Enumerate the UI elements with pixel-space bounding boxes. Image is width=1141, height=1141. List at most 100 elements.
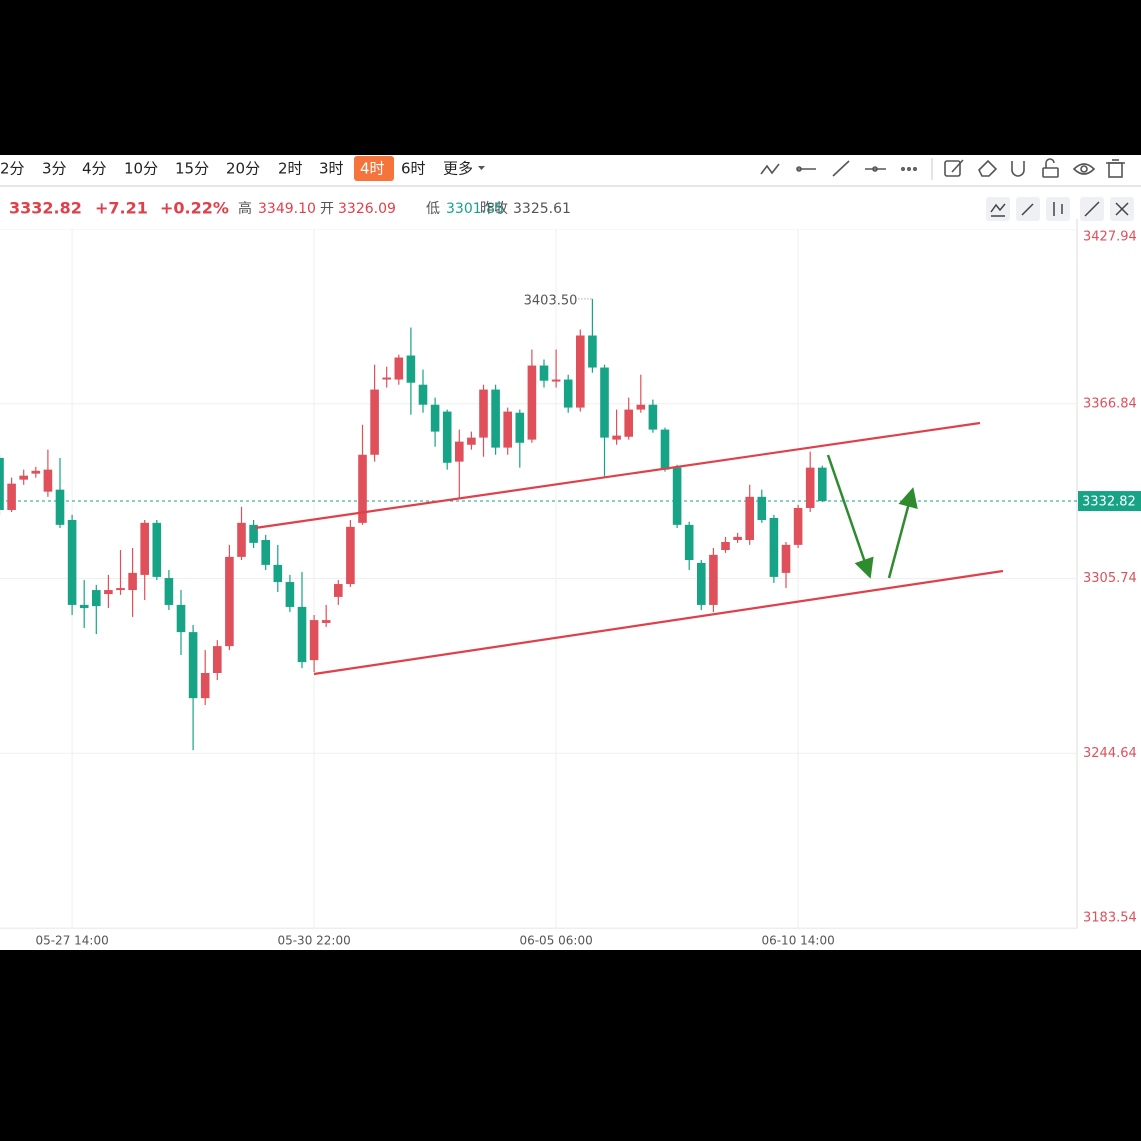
tool-lock[interactable] (1042, 158, 1059, 178)
candle-body (648, 404, 658, 430)
candle-body (588, 335, 597, 368)
candle-body (600, 367, 609, 438)
candle-body (733, 536, 742, 541)
candle-body (418, 384, 428, 405)
tool-line[interactable] (832, 160, 850, 177)
candle-body (200, 672, 210, 699)
tool-eraser[interactable] (978, 159, 998, 177)
tool-more[interactable] (900, 167, 917, 172)
candle-body (612, 435, 621, 440)
candle-body (152, 522, 162, 577)
drawings (254, 421, 1004, 676)
candle-body (781, 544, 791, 573)
candle-body (164, 578, 174, 605)
interval-button[interactable]: 3时 (319, 160, 344, 178)
candle-body (19, 475, 28, 480)
candle-body (285, 582, 295, 607)
candle-body (382, 377, 391, 380)
interval-button[interactable]: 3分 (42, 160, 67, 178)
tool-edit[interactable] (944, 159, 964, 177)
candle-body (225, 556, 234, 647)
candle-body (261, 540, 270, 565)
candle-body (7, 483, 16, 510)
candle-body (128, 572, 137, 591)
candle-body (442, 411, 452, 463)
candle-body (237, 522, 246, 557)
candle-body (406, 355, 416, 383)
toolbar: 2分 3分 4分 10分 15分 20分 2时 3时 4时 6时 更多 (0, 156, 485, 181)
candle-body (273, 564, 283, 583)
candle-body (455, 441, 464, 462)
interval-button[interactable]: 20分 (226, 160, 260, 178)
candle-body (757, 496, 767, 520)
channel-lower (313, 569, 1004, 676)
candle-body (297, 606, 307, 663)
y-tick-label: 3183.54 (1083, 911, 1137, 926)
interval-selected-bg (354, 156, 394, 181)
tool-hline[interactable] (865, 166, 886, 172)
interval-button[interactable]: 4分 (82, 160, 107, 178)
candle-body (624, 409, 633, 437)
candle-body (515, 412, 525, 443)
interval-button[interactable]: 6时 (401, 160, 426, 178)
dropdown-caret (478, 166, 485, 170)
candle-body (491, 389, 500, 448)
tool-delete[interactable] (1106, 159, 1125, 178)
interval-button[interactable]: 2时 (278, 160, 303, 178)
x-tick-label: 05-30 22:00 (277, 934, 350, 948)
quote-bar: 3332.82 +7.21 +0.22% 高 3349.10 开 3326.09 低 3301.… (9, 199, 571, 218)
interval-button[interactable]: 更多 (443, 160, 473, 178)
candle-body (697, 562, 706, 605)
quote-low-label: 低 (426, 201, 440, 217)
panel (0, 155, 1141, 950)
button-indicator[interactable] (986, 197, 1010, 221)
candle-body (188, 632, 198, 699)
candle-body (660, 429, 670, 470)
candle-body (503, 411, 512, 448)
candle-body (43, 469, 53, 492)
interval-button[interactable]: 10分 (124, 160, 158, 178)
channel-upper (254, 421, 981, 530)
x-tick-label: 06-10 14:00 (761, 934, 834, 948)
tool-ray[interactable] (796, 166, 816, 172)
button-type[interactable] (1046, 197, 1070, 221)
tool-magnet[interactable] (1011, 161, 1025, 177)
arrow-down (826, 454, 874, 579)
candle-body (249, 524, 258, 543)
drawing-tools (760, 158, 1125, 180)
interval-button[interactable]: 15分 (175, 160, 209, 178)
y-tick-label: 3305.74 (1083, 571, 1137, 586)
candle-body (55, 489, 65, 525)
candle-body (140, 522, 149, 575)
quote-low: 3301.85 (446, 201, 504, 217)
tool-polyline[interactable] (760, 163, 780, 175)
candle-body (684, 524, 694, 561)
candle-body (769, 517, 779, 577)
quote-change: +7.21 (95, 199, 148, 218)
quote-high-label: 高 (238, 200, 252, 217)
candle-body (116, 588, 125, 591)
candle-body (92, 590, 101, 607)
candle-body (346, 526, 355, 585)
candle-body (104, 590, 113, 595)
candle-body (709, 554, 718, 605)
candle-body (805, 467, 815, 508)
candle-body (213, 646, 222, 673)
candle-body (0, 457, 4, 510)
last-price-tag (1078, 491, 1141, 512)
interval-button[interactable]: 4时 (360, 160, 385, 178)
candle-body (370, 389, 379, 455)
tool-eye[interactable] (1072, 163, 1096, 175)
candle-body (636, 404, 646, 410)
x-tick-label: 06-05 06:00 (519, 934, 592, 948)
candle-body (176, 604, 186, 633)
quote-change-pct: +0.22% (160, 199, 229, 218)
candle-body (479, 389, 488, 438)
interval-button[interactable]: 2分 (0, 160, 25, 178)
x-tick-label: 05-27 14:00 (35, 934, 108, 948)
candle-body (430, 404, 440, 432)
candle-body (527, 365, 537, 440)
candle-body (576, 335, 585, 408)
candle-body (539, 365, 549, 381)
candle-body (394, 357, 404, 380)
